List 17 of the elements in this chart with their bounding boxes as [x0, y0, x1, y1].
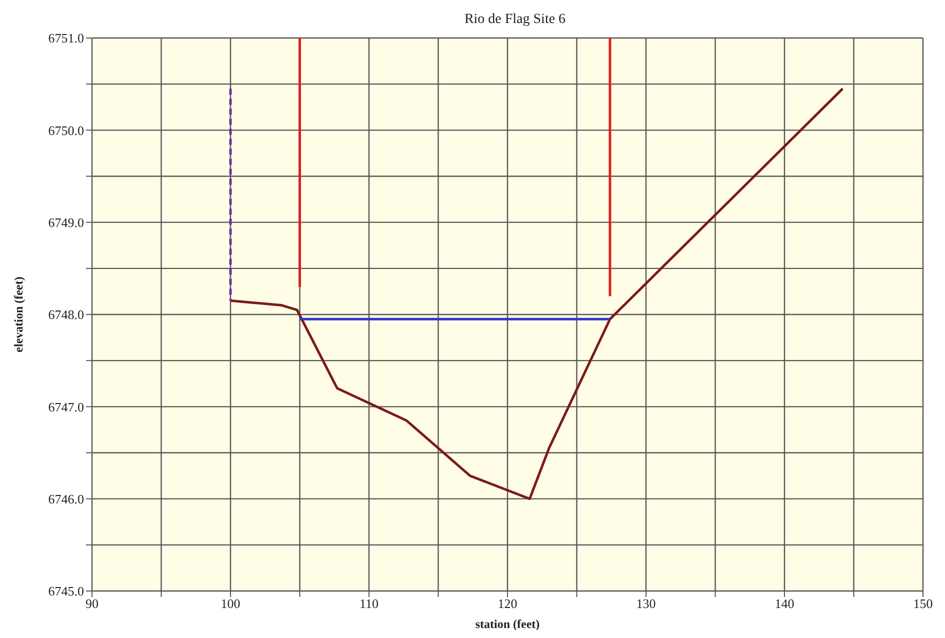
y-tick-label: 6745.0 [48, 584, 84, 599]
chart-title: Rio de Flag Site 6 [463, 12, 567, 28]
y-tick-label: 6751.0 [48, 30, 84, 46]
x-tick-label: 100 [220, 596, 240, 612]
y-tick-label: 6746.0 [48, 491, 84, 506]
y-tick-label: 6749.0 [48, 214, 84, 230]
x-tick-label: 120 [498, 596, 518, 612]
x-tick-label: 110 [359, 596, 379, 612]
y-axis-title: elevation (feet) [11, 276, 26, 352]
x-tick-label: 140 [774, 596, 794, 612]
y-tick-label: 6748.0 [48, 307, 84, 322]
x-tick-label: 90 [86, 596, 98, 612]
y-tick-label: 6750.0 [48, 122, 84, 138]
line-series [229, 87, 844, 500]
x-tick-label: 150 [913, 596, 933, 612]
y-tick-label: 6747.0 [48, 399, 84, 414]
x-tick-label: 130 [636, 596, 656, 612]
